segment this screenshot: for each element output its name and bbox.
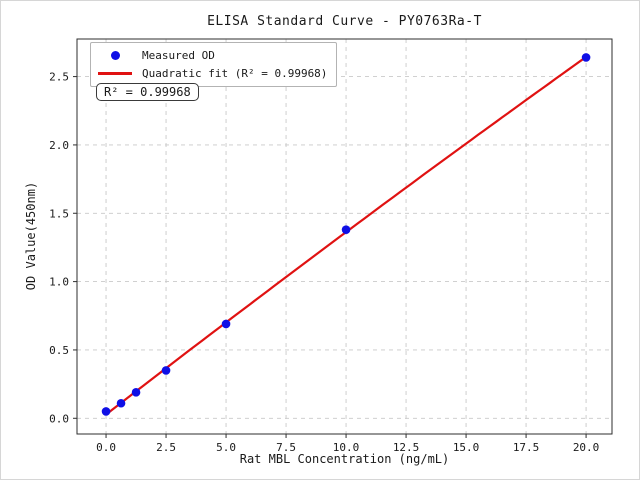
y-tick-label: 2.0 xyxy=(49,139,69,152)
legend-handle xyxy=(96,72,134,75)
scatter-point xyxy=(101,407,111,416)
scatter-point xyxy=(161,366,171,375)
y-tick-label: 0.0 xyxy=(49,412,69,425)
x-axis-label: Rat MBL Concentration (ng/mL) xyxy=(239,452,450,466)
x-tick-label: 5.0 xyxy=(216,441,236,454)
x-tick-label: 12.5 xyxy=(393,441,420,454)
scatter-point xyxy=(116,398,126,408)
legend: Measured OD Quadratic fit (R² = 0.99968) xyxy=(90,42,338,87)
legend-label-measured-od: Measured OD xyxy=(142,49,215,62)
scatter-point xyxy=(341,225,351,234)
x-tick-label: 7.5 xyxy=(276,441,296,454)
scatter-point xyxy=(581,53,591,62)
chart-title: ELISA Standard Curve - PY0763Ra-T xyxy=(207,14,482,29)
scatter-point xyxy=(221,319,231,329)
x-tick-label: 2.5 xyxy=(156,441,176,454)
legend-label-quadratic-fit: Quadratic fit (R² = 0.99968) xyxy=(142,67,328,80)
legend-item-measured-od: Measured OD xyxy=(96,48,327,63)
plot-frame xyxy=(76,38,613,435)
r-squared-annotation: R² = 0.99968 xyxy=(96,83,199,101)
scatter-marker-icon xyxy=(110,51,120,60)
y-tick-label: 1.5 xyxy=(49,207,69,220)
legend-handle xyxy=(96,51,134,60)
y-tick-label: 0.5 xyxy=(49,344,69,357)
x-tick-label: 20.0 xyxy=(573,441,600,454)
scatter-point xyxy=(131,388,141,397)
x-tick-label: 0.0 xyxy=(96,441,116,454)
y-tick-label: 1.0 xyxy=(49,276,69,289)
legend-item-quadratic-fit: Quadratic fit (R² = 0.99968) xyxy=(96,66,327,81)
y-tick-label: 2.5 xyxy=(49,71,69,84)
fit-line-icon xyxy=(98,72,132,75)
x-tick-label: 10.0 xyxy=(333,441,360,454)
x-tick-label: 17.5 xyxy=(513,441,540,454)
x-tick-label: 15.0 xyxy=(453,441,480,454)
